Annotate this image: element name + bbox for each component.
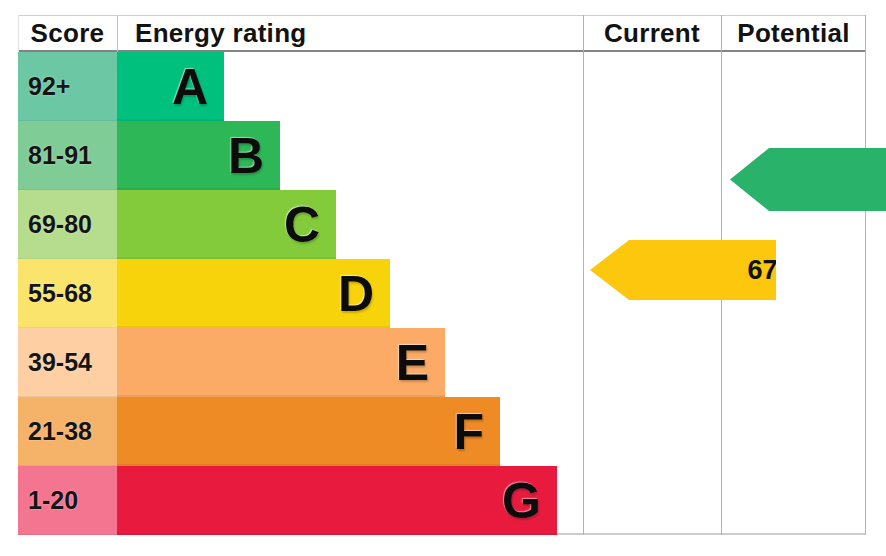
score-cell: 92+ [18, 52, 117, 121]
band-letter: G [502, 476, 541, 526]
energy-rating-header: Energy rating [117, 15, 583, 51]
score-cell: 1-20 [18, 466, 117, 535]
potential-header: Potential [721, 15, 866, 51]
potential-rating-arrow: 82 B [730, 148, 886, 211]
band-letter: D [338, 269, 374, 319]
band-bar: A [117, 52, 224, 121]
band-row-c: 69-80 C [18, 190, 336, 259]
band-bar: B [117, 121, 280, 190]
band-bar: F [117, 397, 500, 466]
score-cell: 55-68 [18, 259, 117, 328]
score-cell: 69-80 [18, 190, 117, 259]
band-letter: E [396, 338, 429, 388]
table-right-border [865, 15, 866, 535]
current-rating-arrow: 67 D [590, 240, 776, 300]
band-letter: A [172, 62, 208, 112]
band-row-g: 1-20 G [18, 466, 557, 535]
band-bar: G [117, 466, 557, 535]
band-row-d: 55-68 D [18, 259, 390, 328]
band-bar: C [117, 190, 336, 259]
score-cell: 21-38 [18, 397, 117, 466]
band-row-b: 81-91 B [18, 121, 280, 190]
band-letter: C [284, 200, 320, 250]
band-row-f: 21-38 F [18, 397, 500, 466]
band-letter: B [228, 131, 264, 181]
score-cell: 39-54 [18, 328, 117, 397]
epc-rating-chart: Score Energy rating Current Potential 92… [0, 0, 886, 556]
band-row-e: 39-54 E [18, 328, 445, 397]
band-bar: D [117, 259, 390, 328]
band-letter: F [453, 407, 484, 457]
score-header: Score [18, 15, 117, 51]
band-row-a: 92+ A [18, 52, 224, 121]
current-header: Current [583, 15, 721, 51]
band-bar: E [117, 328, 445, 397]
score-cell: 81-91 [18, 121, 117, 190]
current-column-divider [583, 15, 584, 535]
